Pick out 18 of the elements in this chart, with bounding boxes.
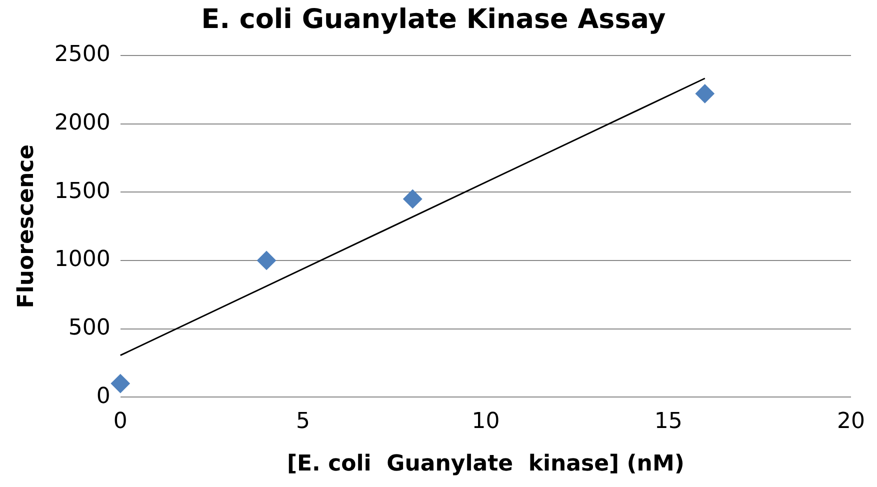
- chart-title: E. coli Guanylate Kinase Assay: [201, 4, 666, 36]
- x-axis-title: [E. coli Guanylate kinase] (nM): [286, 452, 684, 477]
- point: [695, 84, 714, 104]
- y-axis-title: Fluorescence: [14, 144, 39, 308]
- y-tick-label: 2000: [54, 110, 110, 136]
- point: [403, 189, 422, 208]
- point: [257, 250, 276, 270]
- x-tick-label: 5: [296, 409, 310, 434]
- y-tick-label: 1500: [54, 178, 110, 204]
- y-tick-label: 500: [68, 316, 110, 341]
- point: [110, 374, 130, 394]
- x-tick-label: 0: [113, 409, 128, 434]
- x-tick-label: 20: [837, 409, 866, 434]
- x-tick-label: 15: [654, 409, 682, 434]
- y-tick-label: 2500: [54, 42, 110, 68]
- y-tick-label: 0: [96, 384, 110, 409]
- x-tick-label: 10: [472, 409, 500, 434]
- y-tick-label: 1000: [54, 247, 110, 272]
